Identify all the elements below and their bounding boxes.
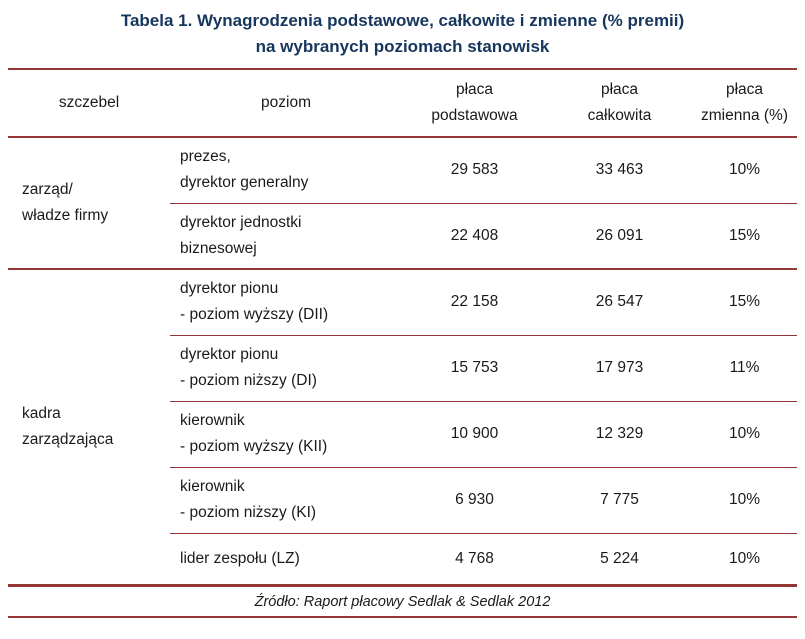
cell-placa-podstawowa: 29 583 xyxy=(402,137,547,204)
cell-poziom: prezes, dyrektor generalny xyxy=(170,137,402,204)
cell-placa-calkowita: 17 973 xyxy=(547,335,692,402)
table-row: kierownik - poziom wyższy (KII) 10 900 1… xyxy=(8,401,797,468)
poziom-line1: dyrektor pionu xyxy=(180,346,279,363)
header-placa-podstawowa-line1: płaca xyxy=(455,81,494,98)
cell-placa-zmienna: 10% xyxy=(692,137,797,204)
table-row: zarząd/ władze firmy prezes, dyrektor ge… xyxy=(8,137,797,270)
cell-placa-podstawowa: 4 768 xyxy=(455,549,494,567)
table-title-line2: na wybranych poziomach stanowisk xyxy=(255,37,550,56)
header-row: szczebel poziom płaca podstawowa płaca c… xyxy=(8,69,797,138)
header-poziom-label: poziom xyxy=(261,94,311,111)
table-title-line1: Tabela 1. Wynagrodzenia podstawowe, całk… xyxy=(120,11,685,30)
cell-placa-podstawowa: 6 930 xyxy=(402,467,547,534)
bottom-rule xyxy=(8,615,797,618)
cell-placa-podstawowa: 10 900 xyxy=(402,401,547,468)
cell-placa-calkowita: 5 224 xyxy=(600,549,639,567)
poziom-line2: - poziom wyższy (DII) xyxy=(180,306,329,324)
header-placa-zmienna-line1: płaca xyxy=(725,81,764,98)
header-placa-zmienna-line2: zmienna (%) xyxy=(701,107,788,124)
cell-placa-podstawowa: 22 408 xyxy=(402,203,547,270)
cell-poziom: dyrektor pionu - poziom wyższy (DII) xyxy=(170,269,402,336)
cell-poziom: dyrektor jednostki biznesowej xyxy=(170,203,402,270)
szczebel-line1: zarząd/ xyxy=(22,181,73,198)
table-row: dyrektor pionu - poziom niższy (DI) 15 7… xyxy=(8,335,797,402)
cell-placa-zmienna: 15% xyxy=(692,203,797,270)
cell-placa-calkowita: 7 775 xyxy=(547,467,692,534)
szczebel-line1: kadra xyxy=(22,404,61,422)
cell-placa-zmienna: 10% xyxy=(692,401,797,468)
cell-placa-zmienna: 15% xyxy=(692,269,797,336)
szczebel-line2: władze firmy xyxy=(22,207,109,224)
cell-poziom: kierownik - poziom niższy (KI) xyxy=(170,467,402,534)
poziom-line2: - poziom niższy (KI) xyxy=(180,504,317,521)
poziom-line2: - poziom wyższy (KII) xyxy=(180,438,328,455)
header-placa-zmienna: płaca zmienna (%) xyxy=(692,69,797,138)
table-row: kierownik - poziom niższy (KI) 6 930 7 7… xyxy=(8,467,797,534)
header-poziom: poziom xyxy=(170,69,402,138)
header-placa-calkowita: płaca całkowita xyxy=(547,69,692,138)
szczebel-line2: zarządzająca xyxy=(22,430,114,448)
poziom-line1: kierownik xyxy=(180,478,245,495)
table-row: kadra zarządzająca dyrektor pionu - pozi… xyxy=(8,269,797,448)
header-szczebel: szczebel xyxy=(8,69,170,138)
cell-placa-podstawowa: 22 158 xyxy=(402,269,547,336)
cell-placa-zmienna: 10% xyxy=(728,549,761,567)
header-placa-podstawowa: płaca podstawowa xyxy=(402,69,547,138)
cell-placa-calkowita: 26 091 xyxy=(547,203,692,270)
cell-placa-calkowita: 33 463 xyxy=(547,137,692,204)
cell-placa-calkowita: 12 329 xyxy=(547,401,692,468)
cell-poziom: kierownik - poziom wyższy (KII) xyxy=(170,401,402,468)
salary-table: szczebel poziom płaca podstawowa płaca c… xyxy=(8,68,797,587)
cell-szczebel-kadra: kadra zarządzająca xyxy=(8,269,170,585)
poziom-line2: - poziom niższy (DI) xyxy=(180,372,317,389)
cell-poziom: dyrektor pionu - poziom niższy (DI) xyxy=(170,335,402,402)
cell-placa-podstawowa: 15 753 xyxy=(402,335,547,402)
header-placa-calkowita-line2: całkowita xyxy=(587,107,652,124)
table-row: lider zespołu (LZ) 4 768 5 224 10% xyxy=(8,533,797,585)
table-row: dyrektor jednostki biznesowej 22 408 26 … xyxy=(8,203,797,270)
cell-poziom: lider zespołu (LZ) xyxy=(170,533,402,585)
poziom-line1: lider zespołu (LZ) xyxy=(180,549,300,567)
source-note: Źródło: Raport płacowy Sedlak & Sedlak 2… xyxy=(254,593,551,610)
cell-placa-zmienna: 10% xyxy=(692,467,797,534)
cell-szczebel-zarzad: zarząd/ władze firmy xyxy=(8,137,170,270)
cell-placa-calkowita: 26 547 xyxy=(547,269,692,336)
poziom-line1: prezes, xyxy=(180,148,231,166)
header-placa-podstawowa-line2: podstawowa xyxy=(431,107,518,124)
table-title: Tabela 1. Wynagrodzenia podstawowe, całk… xyxy=(8,6,797,60)
poziom-line2: biznesowej xyxy=(180,239,257,257)
poziom-line2: dyrektor generalny xyxy=(180,174,309,192)
header-szczebel-label: szczebel xyxy=(58,94,120,111)
poziom-line1: kierownik xyxy=(180,412,245,429)
poziom-line1: dyrektor jednostki xyxy=(180,213,302,231)
poziom-line1: dyrektor pionu xyxy=(180,280,279,298)
cell-placa-zmienna: 11% xyxy=(692,335,797,402)
header-placa-calkowita-line1: płaca xyxy=(600,81,639,98)
